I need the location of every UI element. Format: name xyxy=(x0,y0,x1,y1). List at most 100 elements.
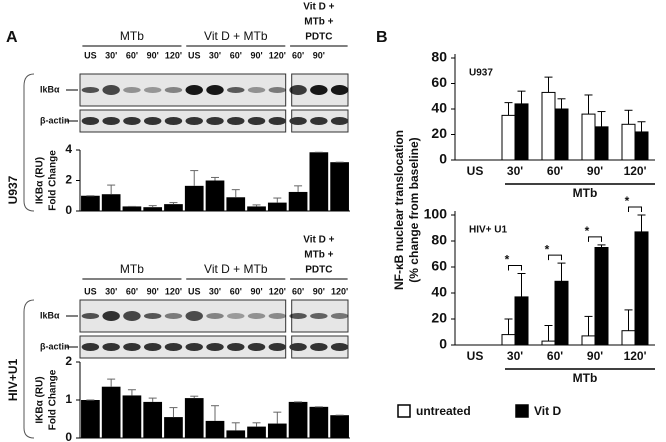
blot-row-label: IkBα xyxy=(40,84,60,94)
blot-band xyxy=(289,343,307,351)
bar xyxy=(226,430,246,438)
blot-band xyxy=(330,313,349,319)
blot-band xyxy=(81,117,100,125)
group-label: MTb + xyxy=(304,17,333,28)
bar xyxy=(101,386,121,438)
blot-band xyxy=(330,343,349,351)
bar xyxy=(143,207,163,211)
blot-band xyxy=(123,311,141,321)
lane-label: 60' xyxy=(230,50,242,60)
group-label: Vit D + xyxy=(303,235,334,246)
blot-band xyxy=(143,313,162,319)
blot-band xyxy=(330,85,349,95)
blot-band xyxy=(247,117,266,125)
bar xyxy=(81,400,100,438)
bar xyxy=(514,103,529,161)
bracket xyxy=(23,73,35,212)
bar xyxy=(226,197,246,211)
legend-swatch xyxy=(397,404,411,418)
bar xyxy=(184,185,204,211)
bar xyxy=(514,296,529,346)
blot-band xyxy=(310,343,328,351)
group-label: Vit D + MTb xyxy=(204,262,268,276)
bar xyxy=(541,340,556,346)
bar xyxy=(122,206,142,211)
x-tick-label: 120' xyxy=(624,164,647,178)
bar xyxy=(330,415,349,438)
lane-label: 60' xyxy=(292,286,304,296)
blot-band xyxy=(268,87,287,93)
x-tick-label: 120' xyxy=(624,349,647,363)
x-tick-label: 60' xyxy=(547,349,563,363)
y-tick-label: 0 xyxy=(439,151,447,167)
blot-band xyxy=(81,87,100,93)
x-tick-label: 30' xyxy=(507,349,523,363)
blot-band xyxy=(289,117,307,125)
blot-band xyxy=(123,117,141,125)
blot-band xyxy=(123,87,141,93)
lane-label: US xyxy=(84,286,97,296)
blot-band xyxy=(289,85,307,95)
y-axis-label: IKBα (RU) xyxy=(35,157,46,204)
blot-band xyxy=(206,85,224,95)
y-tick-label: 2 xyxy=(65,354,72,368)
lane-label: US xyxy=(84,50,97,60)
blot-band xyxy=(81,313,100,319)
significance-star: * xyxy=(545,242,550,256)
x-tick-label: 30' xyxy=(507,164,523,178)
bar xyxy=(247,206,266,211)
lane-label: 90' xyxy=(147,286,159,296)
lane-label: 120' xyxy=(269,286,286,296)
lane-label: 120' xyxy=(269,50,286,60)
y-axis-label: Fold Change xyxy=(48,150,59,211)
bar xyxy=(143,401,163,438)
legend-label: Vit D xyxy=(534,404,561,418)
lane-label: 30' xyxy=(105,50,117,60)
blot-band xyxy=(164,87,183,93)
bar xyxy=(267,423,287,438)
panel-label: A xyxy=(6,29,18,46)
y-tick-label: 0 xyxy=(65,430,72,442)
cell-line-label: U937 xyxy=(6,175,20,204)
bar xyxy=(501,334,516,346)
blot-band xyxy=(268,343,287,351)
group-label: MTb xyxy=(573,371,598,385)
bar xyxy=(101,194,121,211)
lane-label: 90' xyxy=(313,286,325,296)
blot-band xyxy=(185,117,203,125)
bracket xyxy=(23,299,35,439)
x-tick-label: 90' xyxy=(587,349,603,363)
bar xyxy=(309,406,329,438)
chart-title: HIV+ U1 xyxy=(469,225,508,236)
blot-band xyxy=(268,313,287,319)
group-label: MTb + xyxy=(304,250,333,261)
blot-band xyxy=(102,311,120,321)
chart-title: U937 xyxy=(469,68,493,79)
blot-band xyxy=(164,117,183,125)
y-tick-label: 40 xyxy=(431,100,447,116)
bar xyxy=(501,114,516,161)
blot-band xyxy=(143,87,162,93)
bar xyxy=(122,395,142,438)
y-tick-label: 60 xyxy=(431,74,447,90)
bar xyxy=(554,280,569,346)
blot-band xyxy=(310,85,328,95)
blot-band xyxy=(81,343,100,351)
lane-label: US xyxy=(188,50,201,60)
lane-label: 120' xyxy=(165,50,182,60)
bar xyxy=(581,335,596,346)
lane-label: 90' xyxy=(250,50,262,60)
bar xyxy=(184,398,204,438)
bar xyxy=(205,180,225,211)
blot-band xyxy=(206,313,224,319)
group-label: PDTC xyxy=(305,265,332,276)
bar xyxy=(594,126,609,161)
y-tick-label: 2 xyxy=(65,173,72,187)
bar xyxy=(634,131,649,161)
y-axis-label: (% change from baseline) xyxy=(407,137,421,282)
blot-band xyxy=(247,343,266,351)
cell-line-label: HIV+U1 xyxy=(6,359,20,402)
y-tick-label: 80 xyxy=(431,232,447,248)
blot-band xyxy=(185,343,203,351)
